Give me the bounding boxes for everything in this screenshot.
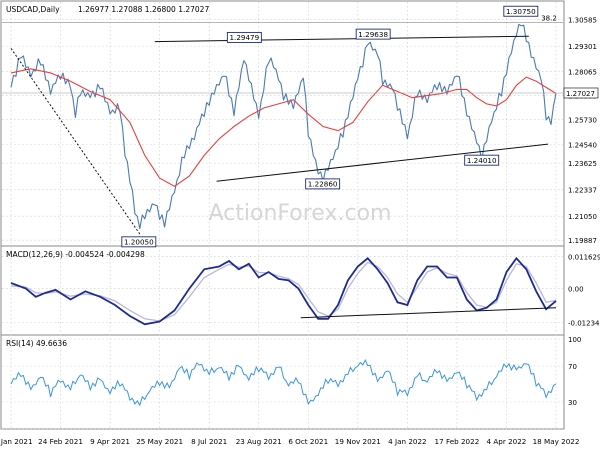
trendline bbox=[154, 35, 529, 43]
price-annotation-box bbox=[226, 31, 262, 43]
price-annotation-box bbox=[121, 236, 157, 248]
rsi-plot bbox=[10, 358, 557, 407]
grid-lines bbox=[2, 2, 563, 430]
rsi-tick-label: 30 bbox=[568, 399, 577, 407]
price-annotation-label: 1.24010 bbox=[467, 156, 497, 165]
trendline bbox=[216, 143, 549, 182]
last-price-box bbox=[563, 87, 599, 99]
x-tick-label: 18 May 2022 bbox=[533, 437, 580, 446]
macd-line-series bbox=[10, 256, 557, 326]
last-price-label: 1.27027 bbox=[566, 90, 595, 98]
watermark: ActionForex.com bbox=[209, 201, 392, 226]
trendline bbox=[10, 48, 142, 236]
x-tick-label: 4 Apr 2022 bbox=[487, 437, 527, 446]
main-plot: 38.2 1.20050 1.29479 1.22860 1.29638 1.24010 1… bbox=[2, 5, 563, 248]
price-series bbox=[10, 23, 557, 230]
macd-trendline bbox=[300, 307, 557, 319]
x-tick-label: 23 Aug 2021 bbox=[236, 437, 282, 446]
price-annotation-box bbox=[355, 28, 391, 40]
y-tick-label: 1.29301 bbox=[568, 43, 597, 51]
price-annotation-box bbox=[305, 178, 341, 190]
price-annotation-label: 1.22860 bbox=[308, 180, 338, 189]
rsi-tick-label: 100 bbox=[568, 336, 581, 344]
macd-signal-series bbox=[10, 261, 557, 322]
x-tick-label: 25 May 2021 bbox=[136, 437, 183, 446]
price-annotation-label: 1.29479 bbox=[229, 33, 259, 42]
x-tick-label: 6 Oct 2021 bbox=[288, 437, 328, 446]
main-title: USDCAD,Daily bbox=[6, 5, 60, 14]
y-tick-label: 1.23625 bbox=[568, 160, 597, 168]
rsi-series bbox=[10, 358, 557, 407]
macd-tick-label: 0.011629 bbox=[568, 254, 600, 262]
fib-label: 38.2 bbox=[541, 14, 557, 22]
macd-title: MACD(12,26,9) -0.004524 -0.004298 bbox=[6, 250, 145, 259]
axis-labels: 11 Jan 2021 24 Feb 2021 9 Apr 2021 25 May 2… bbox=[0, 17, 600, 446]
ohlc-readout: 1.26977 1.27088 1.26800 1.27027 bbox=[78, 5, 209, 14]
y-tick-label: 1.30585 bbox=[568, 17, 597, 25]
price-annotation-label: 1.30750 bbox=[506, 7, 536, 16]
macd-tick-label: 0.00 bbox=[568, 286, 584, 294]
y-tick-label: 1.25730 bbox=[568, 117, 597, 125]
y-tick-label: 1.19887 bbox=[568, 237, 597, 245]
price-annotation-box bbox=[503, 5, 539, 17]
x-tick-label: 11 Jan 2021 bbox=[0, 437, 33, 446]
y-tick-label: 1.22337 bbox=[568, 187, 597, 195]
x-tick-label: 9 Apr 2021 bbox=[90, 437, 130, 446]
x-tick-label: 4 Jan 2022 bbox=[388, 437, 427, 446]
macd-tick-label: -0.012348 bbox=[568, 320, 600, 328]
x-tick-label: 19 Nov 2021 bbox=[335, 437, 381, 446]
price-annotation-label: 1.20050 bbox=[124, 238, 154, 247]
x-tick-label: 17 Feb 2022 bbox=[435, 437, 480, 446]
y-tick-label: 1.28065 bbox=[568, 69, 597, 77]
x-tick-label: 24 Feb 2021 bbox=[38, 437, 83, 446]
y-tick-label: 1.24540 bbox=[568, 141, 597, 149]
rsi-title: RSI(14) 49.6636 bbox=[6, 339, 67, 348]
y-tick-label: 1.21050 bbox=[568, 213, 597, 221]
price-annotation-label: 1.29638 bbox=[358, 30, 388, 39]
moving-average-series bbox=[10, 68, 557, 187]
price-annotation-box bbox=[464, 154, 500, 166]
x-tick-label: 8 Jul 2021 bbox=[191, 437, 227, 446]
rsi-tick-label: 70 bbox=[568, 363, 577, 371]
macd-plot bbox=[10, 256, 557, 326]
